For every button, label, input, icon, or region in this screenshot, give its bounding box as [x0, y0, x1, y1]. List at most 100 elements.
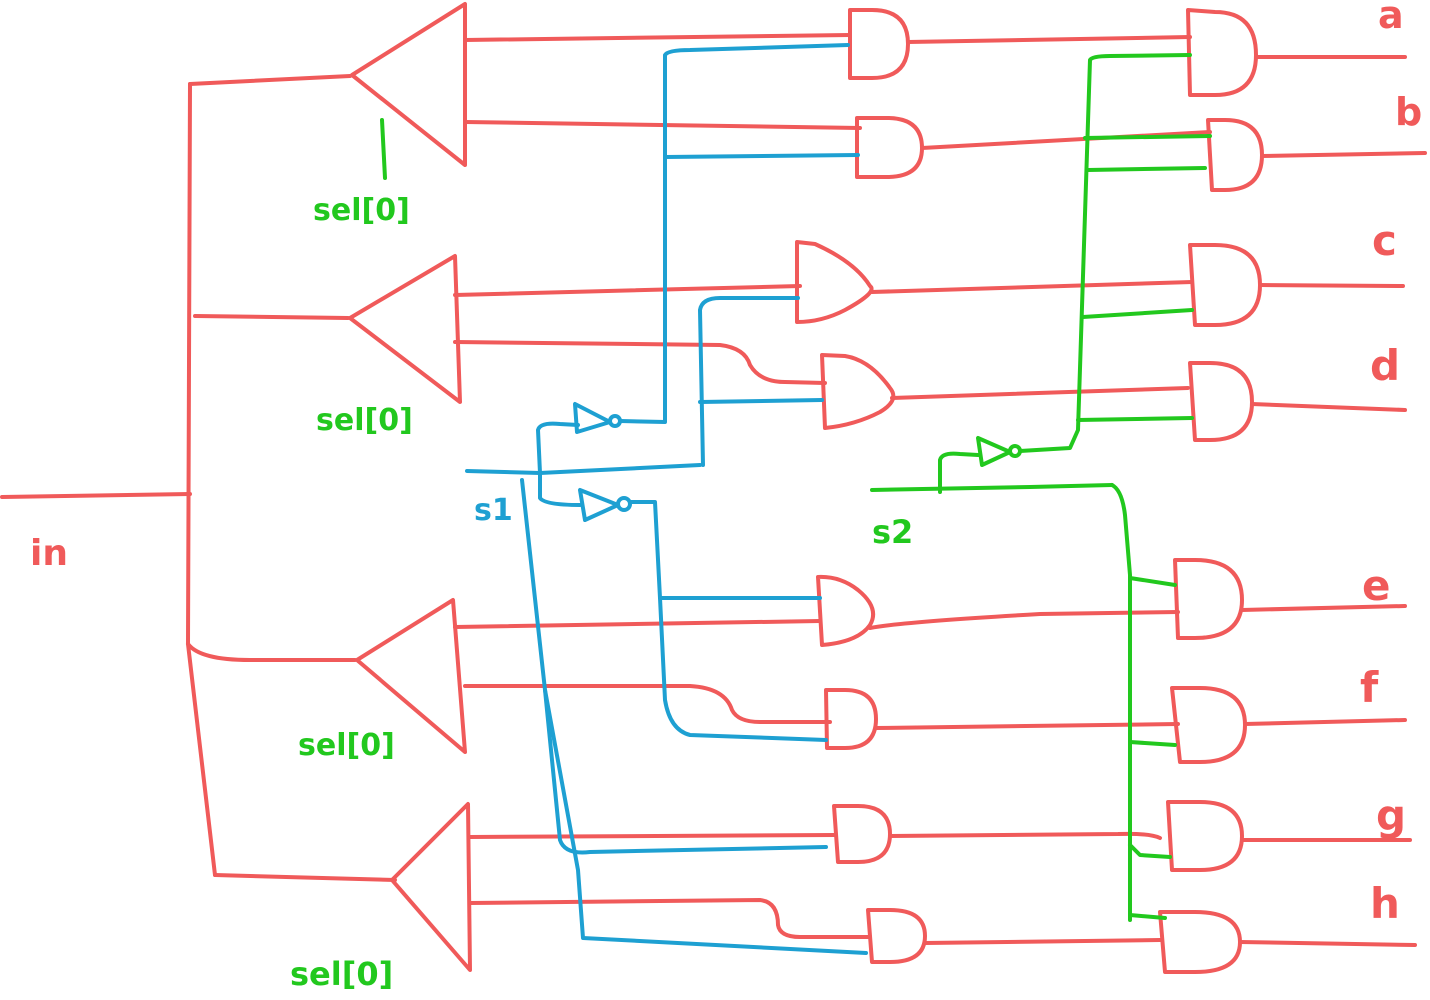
output-label-f: f — [1360, 663, 1379, 712]
sel-label-demux1: sel[0] — [313, 193, 410, 228]
s2-to-b — [1083, 134, 1212, 140]
d4-bottom — [468, 898, 872, 939]
and-gate-1a — [848, 8, 910, 80]
s2-to-d — [1076, 416, 1194, 422]
s1-long-h — [543, 688, 868, 955]
input-label: in — [30, 533, 68, 574]
s2-to-h — [1128, 913, 1167, 920]
output-label-c: c — [1372, 216, 1397, 265]
branch-demux2 — [193, 314, 350, 320]
w4a — [888, 831, 1162, 840]
w1a — [906, 35, 1192, 44]
sel-label-demux4: sel[0] — [290, 955, 393, 993]
and-gate-3b — [824, 688, 878, 750]
and-gate-2b — [820, 353, 896, 430]
output-label-b: b — [1395, 90, 1422, 134]
and2-g — [1166, 800, 1244, 872]
and2-h — [1158, 910, 1242, 974]
branch-demux1 — [188, 74, 352, 86]
demux-2 — [348, 254, 462, 404]
s1-network — [465, 43, 868, 955]
output-label-g: g — [1376, 791, 1406, 840]
d4-top — [468, 833, 837, 839]
s2-to-f — [1128, 740, 1177, 747]
w4b — [923, 938, 1162, 945]
out-d — [1250, 402, 1407, 412]
s1-and2b — [698, 398, 824, 404]
s1-vertical-top — [698, 296, 800, 467]
sel-label-demux2: sel[0] — [316, 403, 413, 438]
s2-inv-out — [1018, 53, 1192, 453]
d2-top — [453, 284, 802, 297]
stage1-and-gates — [795, 8, 927, 964]
s2-network — [870, 53, 1212, 922]
and-gate-2a — [795, 240, 874, 324]
and2-a — [1186, 8, 1258, 97]
s2-bus — [870, 483, 1114, 492]
s1-bus — [465, 463, 702, 475]
demux-triangles — [348, 2, 472, 972]
and-gate-1b — [855, 116, 924, 179]
s1-inv1-in — [536, 421, 580, 475]
s2-to-e — [1128, 576, 1177, 587]
output-wires — [1238, 55, 1427, 947]
d2-bottom — [453, 340, 827, 385]
sel-label-demux3: sel[0] — [298, 728, 395, 763]
inv1-out — [618, 43, 850, 424]
stage1-outputs — [868, 35, 1212, 945]
and2-d — [1188, 361, 1254, 442]
w3b — [874, 722, 1180, 730]
and2-b — [1206, 118, 1264, 192]
d3-top — [453, 619, 822, 629]
and2-c — [1188, 243, 1262, 327]
and-gate-4a — [832, 804, 892, 864]
s1-label: s1 — [474, 493, 513, 528]
output-label-d: d — [1370, 341, 1400, 390]
input-bus — [0, 74, 397, 882]
d1-bottom — [463, 120, 862, 130]
out-f — [1243, 718, 1407, 726]
s2-down — [1110, 483, 1132, 922]
s2-to-g — [1128, 843, 1172, 859]
out-e — [1240, 604, 1407, 612]
and2-f — [1170, 686, 1247, 764]
output-label-a: a — [1378, 0, 1404, 37]
s1-inv2-in — [538, 471, 582, 507]
demux-3 — [355, 598, 467, 754]
s1-long-down — [520, 478, 828, 855]
and2-e — [1173, 558, 1244, 640]
demux-1 — [350, 2, 467, 167]
inv2-down — [658, 596, 828, 742]
output-label-h: h — [1370, 879, 1400, 928]
s2-to-b2 — [1086, 166, 1207, 172]
s2-to-c — [1081, 308, 1194, 319]
stage2-and-gates — [1158, 8, 1264, 974]
w2a — [870, 280, 1194, 294]
d1-top — [463, 33, 852, 42]
not-gate-1 — [573, 402, 612, 434]
out-b — [1260, 151, 1427, 158]
inv1-to-and1b — [663, 153, 860, 159]
demux-outputs — [453, 33, 872, 939]
and-gate-4b — [866, 908, 927, 964]
w3a — [868, 610, 1180, 630]
out-h — [1238, 940, 1417, 947]
not-gate-2 — [578, 488, 620, 522]
input-wire — [0, 492, 192, 499]
s2-label: s2 — [872, 513, 913, 551]
output-label-e: e — [1362, 561, 1391, 610]
s2-inv-in — [938, 451, 980, 494]
inv2-out — [628, 500, 822, 600]
and-gate-3a — [816, 574, 875, 647]
input-trunk — [186, 82, 217, 877]
branch-demux3 — [186, 642, 357, 662]
w2b — [890, 386, 1190, 400]
not-gate-s2 — [976, 436, 1012, 467]
branch-demux4 — [213, 873, 397, 882]
demux-4 — [390, 802, 472, 972]
d3-bottom — [463, 684, 832, 724]
not-gate-2-bubble — [616, 496, 632, 512]
sel-tick-demux1 — [380, 118, 387, 180]
